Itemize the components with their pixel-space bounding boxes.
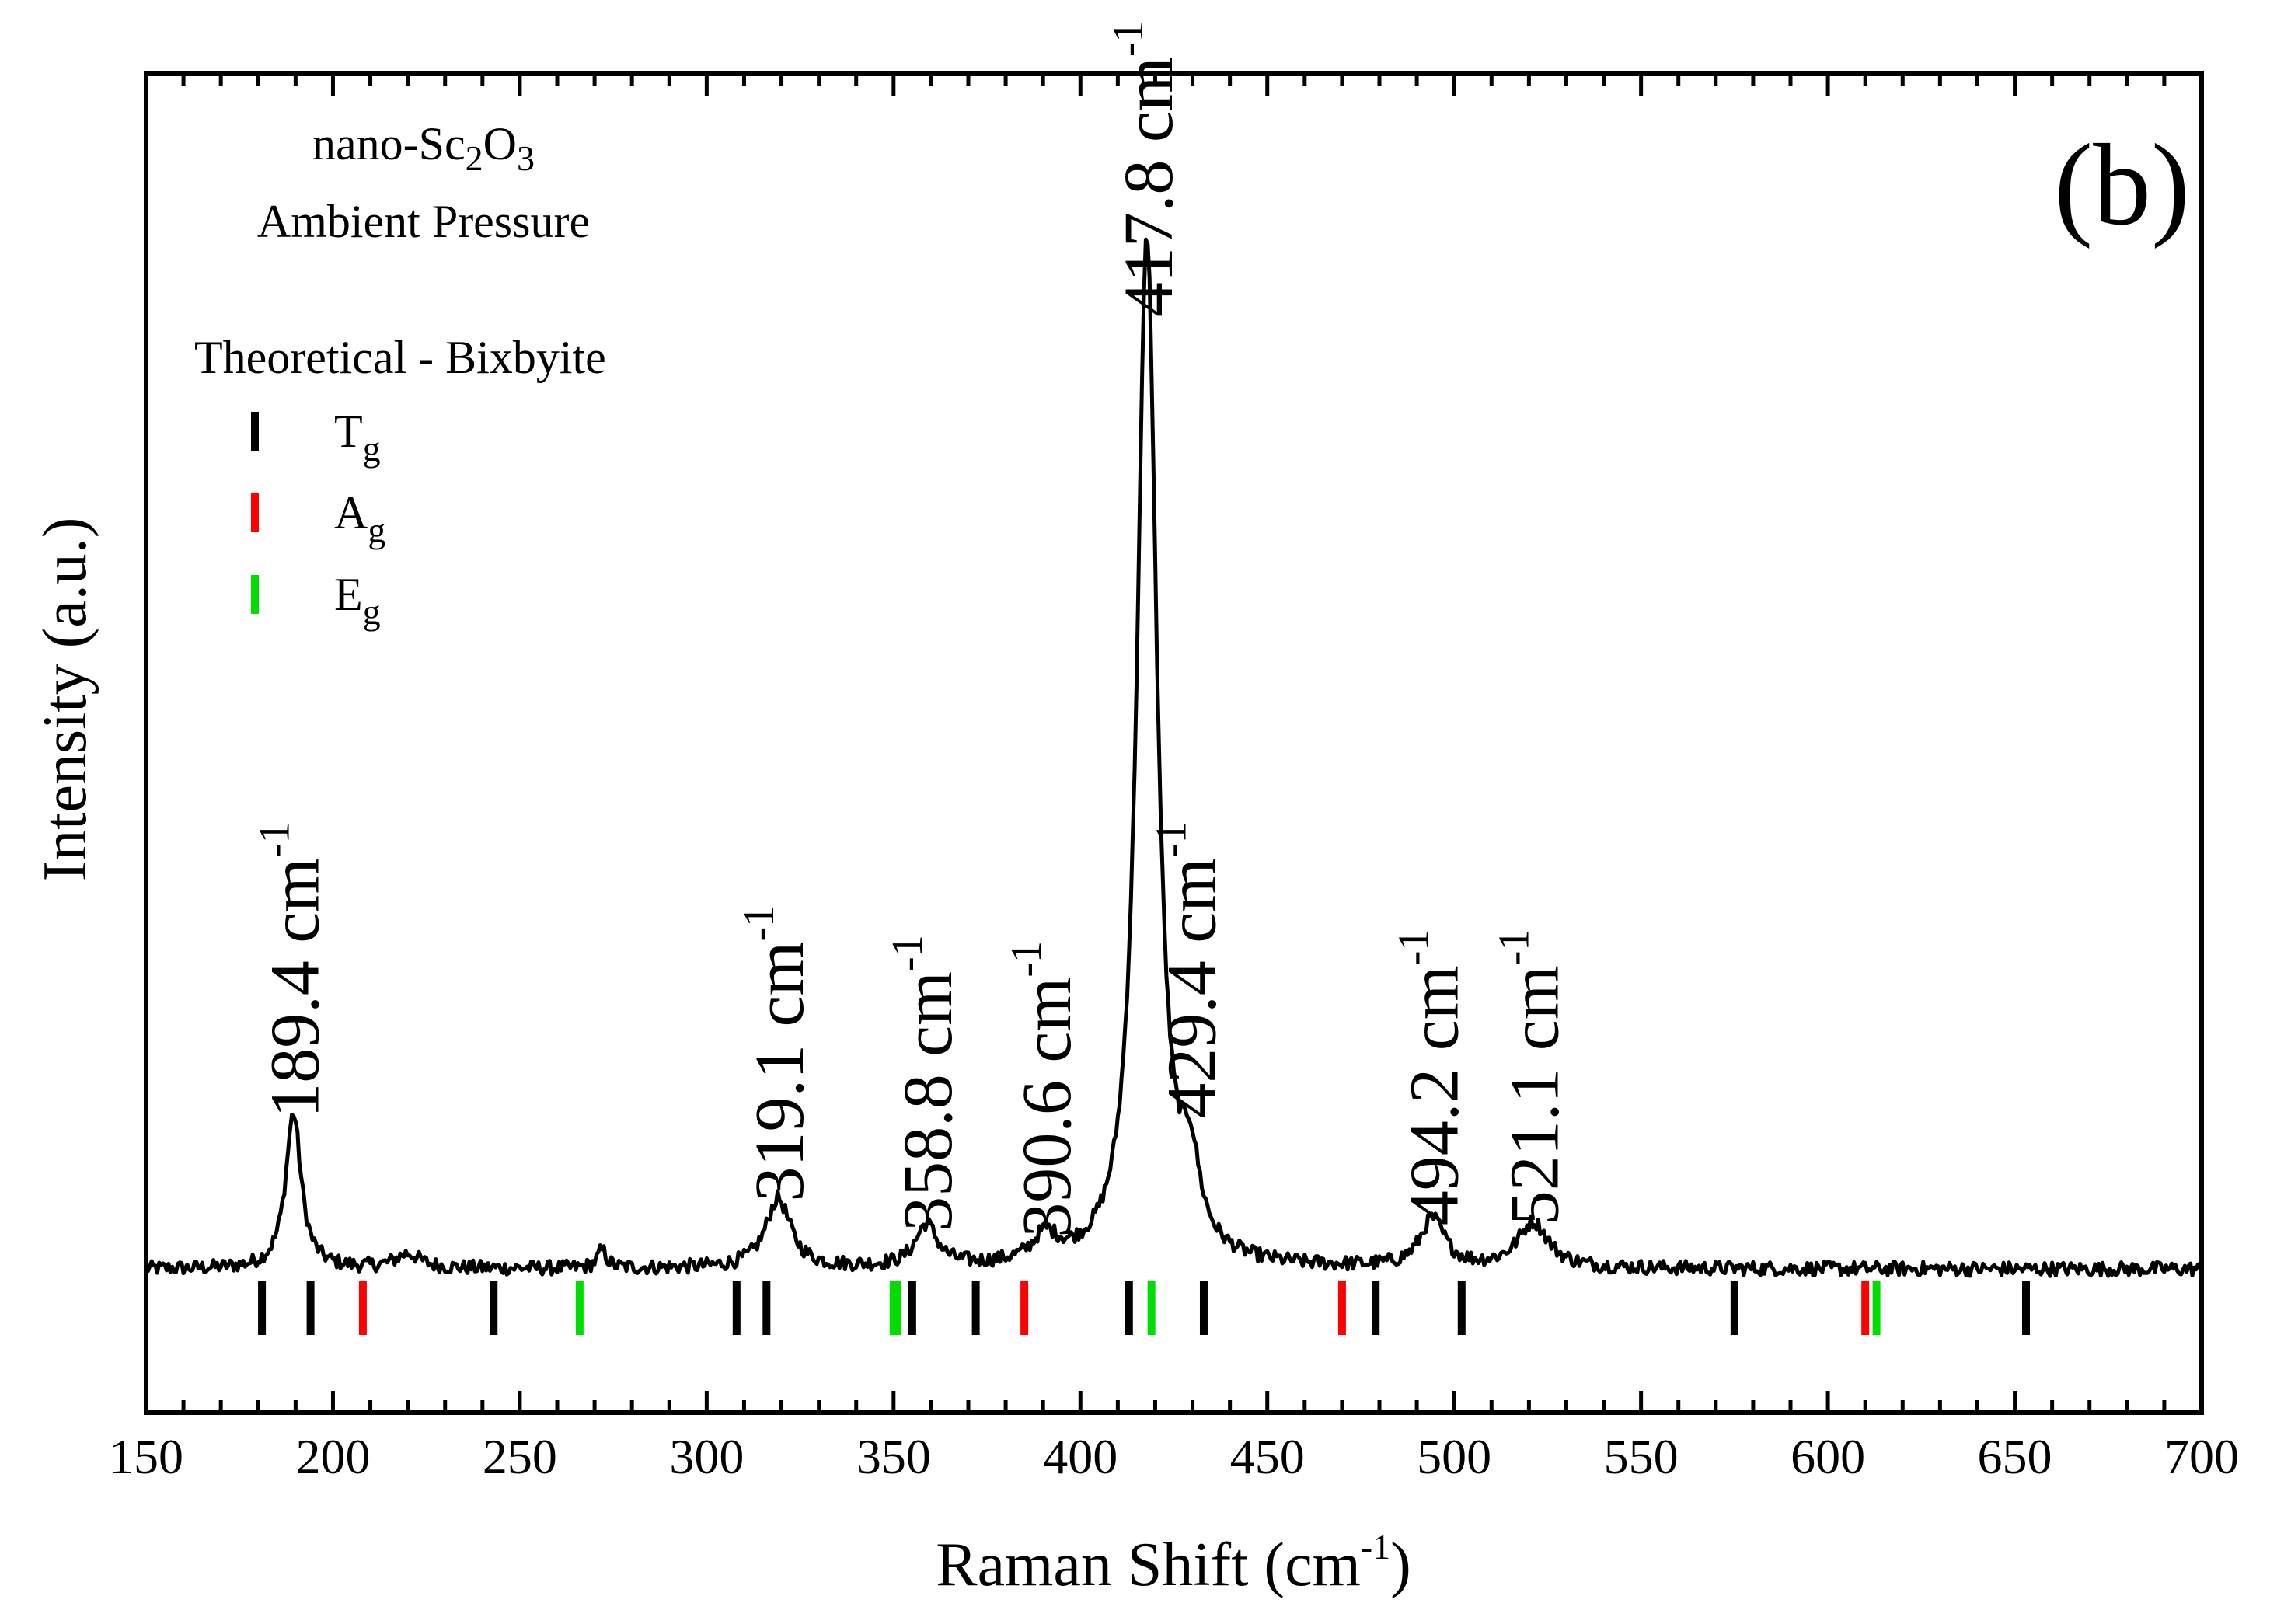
panel-label: (b) (2054, 120, 2190, 249)
peak-label: 390.6 cm-1 (1003, 941, 1086, 1238)
x-tick-label: 250 (483, 1429, 557, 1484)
spectrum-line (144, 237, 2204, 1278)
condition-label: Ambient Pressure (257, 196, 590, 247)
x-tick-label: 400 (1043, 1429, 1118, 1484)
x-tick-label: 300 (669, 1429, 744, 1484)
legend-label: Eg (334, 569, 381, 632)
theoretical-mode-markers (258, 1281, 2030, 1336)
x-tick-label: 650 (1978, 1429, 2052, 1484)
legend-label: Ag (334, 487, 385, 550)
x-tick-label: 200 (295, 1429, 370, 1484)
x-tick-label: 450 (1230, 1429, 1305, 1484)
y-axis-title: Intensity (a.u.) (31, 518, 99, 882)
peak-label: 189.4 cm-1 (251, 821, 334, 1118)
x-tick-label: 350 (856, 1429, 931, 1484)
legend-label: Tg (334, 406, 381, 469)
x-tick-label: 500 (1417, 1429, 1491, 1484)
x-axis-title: Raman Shift (cm-1) (936, 1527, 1411, 1599)
peak-label: 521.1 cm-1 (1491, 929, 1574, 1226)
x-tick-label: 600 (1791, 1429, 1865, 1484)
peak-label: 429.4 cm-1 (1148, 821, 1231, 1118)
plot-frame (144, 71, 2204, 1415)
x-tick-label: 550 (1604, 1429, 1679, 1484)
peak-label: 417.8 cm-1 (1104, 20, 1187, 317)
peak-label: 494.2 cm-1 (1390, 929, 1473, 1226)
peak-labels: 189.4 cm-1 319.1 cm-1 358.8 cm-1 390.6 cm-1… (251, 20, 1574, 1237)
peak-label: 358.8 cm-1 (884, 935, 967, 1232)
peak-label: 319.1 cm-1 (735, 905, 818, 1202)
sample-name: nano-Sc2O3 (312, 118, 535, 178)
legend-title: Theoretical - Bixbyite (194, 332, 606, 383)
x-axis-ticks: 150 200 250 300 350 400 450 500 550 600 650 700 (109, 74, 2239, 1484)
x-tick-label: 700 (2164, 1429, 2239, 1484)
x-tick-label: 150 (109, 1429, 183, 1484)
legend: Tg Ag Eg (251, 406, 385, 632)
